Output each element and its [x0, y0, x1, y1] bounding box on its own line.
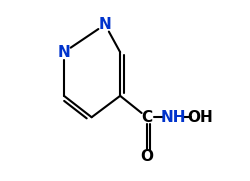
Text: N: N	[98, 17, 111, 32]
Text: N: N	[58, 45, 70, 60]
Text: O: O	[140, 149, 153, 164]
Text: OH: OH	[187, 110, 212, 125]
Text: C: C	[141, 110, 152, 125]
Text: NH: NH	[160, 110, 186, 125]
